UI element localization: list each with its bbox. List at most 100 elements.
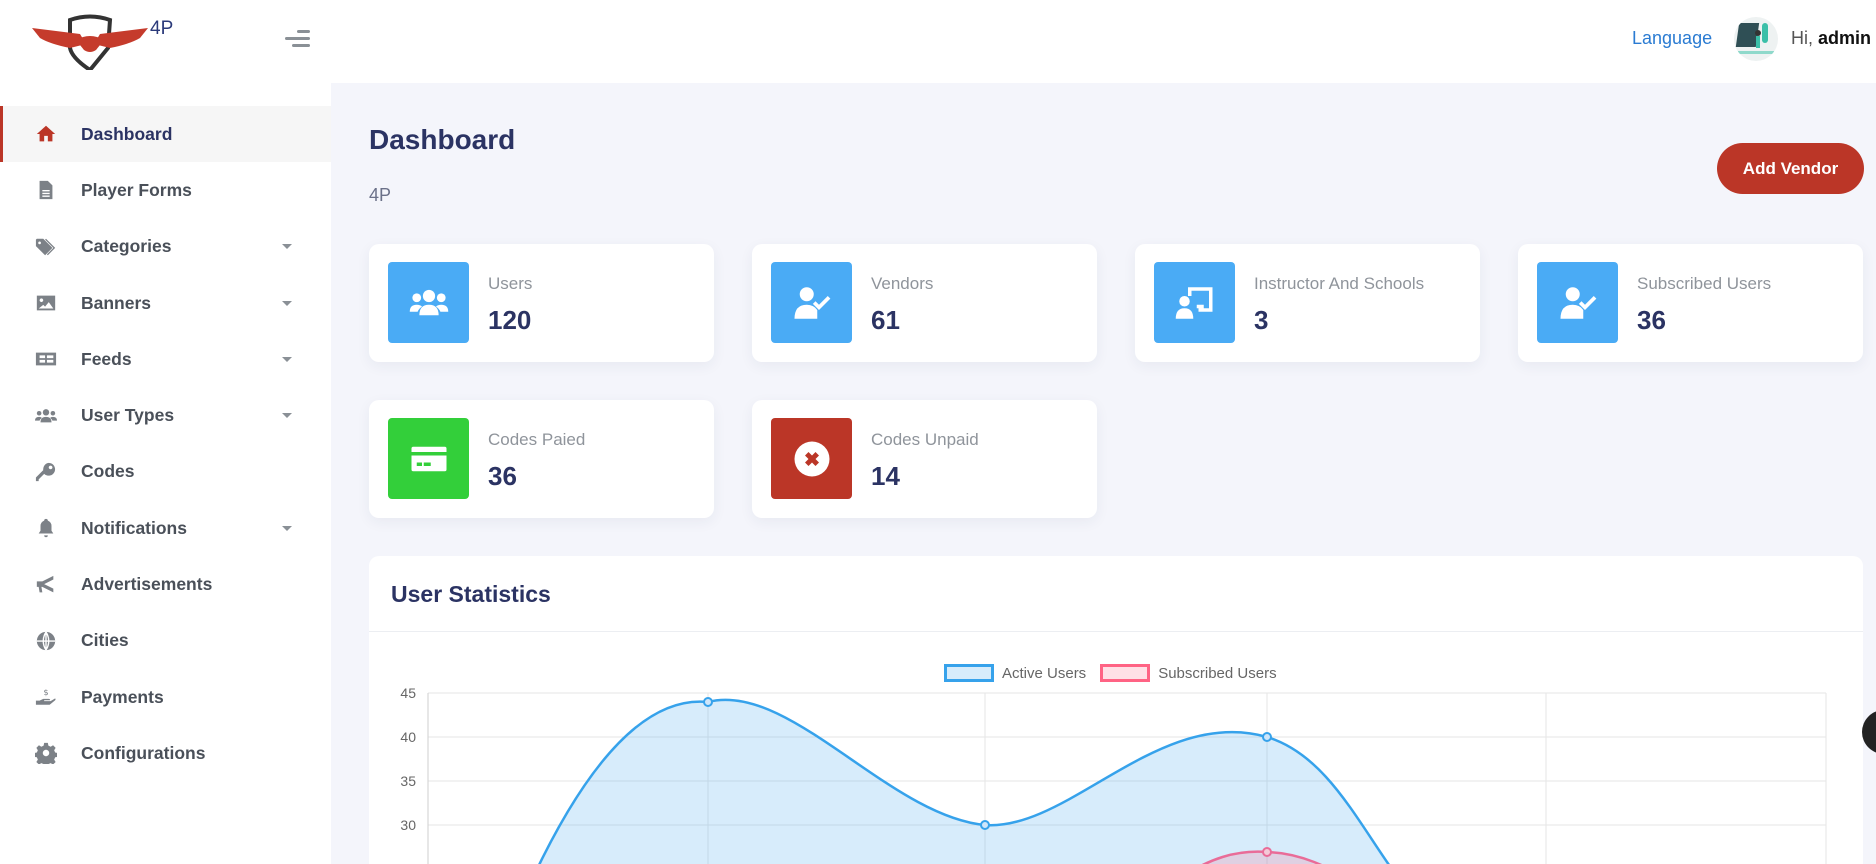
sidebar-item-payments[interactable]: $ Payments xyxy=(0,669,331,725)
sidebar-item-label: Player Forms xyxy=(81,179,192,200)
sidebar-item-label: User Types xyxy=(81,405,175,426)
stat-card-codes-unpaid[interactable]: Codes Unpaid 14 xyxy=(752,400,1097,518)
svg-text:45: 45 xyxy=(400,685,416,701)
users-icon xyxy=(388,262,469,343)
page-subtitle: 4P xyxy=(369,185,392,205)
sidebar-item-label: Notifications xyxy=(81,517,187,538)
chevron-down-icon xyxy=(282,244,292,250)
chevron-down-icon xyxy=(282,356,292,362)
stat-card-users[interactable]: Users 120 xyxy=(369,244,714,362)
chalkboard-teacher-icon xyxy=(1154,262,1235,343)
stat-value: 61 xyxy=(871,305,900,335)
svg-text:40: 40 xyxy=(400,729,416,745)
sidebar-item-feeds[interactable]: Feeds xyxy=(0,331,331,387)
megaphone-icon xyxy=(34,573,58,597)
data-points xyxy=(703,697,1272,857)
user-check-icon xyxy=(1537,262,1618,343)
floating-action-button[interactable] xyxy=(1862,710,1876,754)
stat-card-vendors[interactable]: Vendors 61 xyxy=(752,244,1097,362)
sidebar-item-label: Feeds xyxy=(81,348,132,369)
user-statistics-chart[interactable]: 45 40 35 30 25 xyxy=(369,556,1863,864)
stat-value: 3 xyxy=(1254,305,1269,335)
chevron-down-icon xyxy=(282,525,292,531)
svg-text:30: 30 xyxy=(400,817,416,833)
sidebar-item-label: Categories xyxy=(81,236,172,257)
users-icon xyxy=(34,404,58,428)
legend-label: Subscribed Users xyxy=(1158,664,1277,682)
stat-value: 36 xyxy=(1637,305,1666,335)
stat-card-instructor-and-schools[interactable]: Instructor And Schools 3 xyxy=(1135,244,1480,362)
legend-swatch xyxy=(1100,664,1151,682)
sidebar-item-label: Banners xyxy=(81,292,152,313)
stat-value: 120 xyxy=(488,305,532,335)
stat-value: 36 xyxy=(488,461,517,491)
menu-toggle-button[interactable] xyxy=(282,28,310,50)
user-check-icon xyxy=(771,262,852,343)
username: admin xyxy=(1818,28,1872,48)
svg-text:$: $ xyxy=(43,687,48,697)
sidebar-item-notifications[interactable]: Notifications xyxy=(0,500,331,556)
chevron-down-icon xyxy=(282,300,292,306)
times-circle-icon xyxy=(771,418,852,499)
stat-card-codes-paid[interactable]: Codes Paied 36 xyxy=(369,400,714,518)
hand-dollar-icon: $ xyxy=(34,685,58,709)
user-avatar-illustration-icon xyxy=(1735,23,1774,54)
sidebar-item-label: Configurations xyxy=(81,742,206,763)
stat-label: Codes Paied xyxy=(488,430,586,449)
logo[interactable] xyxy=(30,10,160,73)
stat-card-subscribed-users[interactable]: Subscribed Users 36 xyxy=(1518,244,1863,362)
language-link[interactable]: Language xyxy=(1632,28,1713,48)
stat-label: Users xyxy=(488,274,533,293)
legend-swatch xyxy=(944,664,994,682)
home-icon xyxy=(34,122,58,146)
sidebar-item-banners[interactable]: Banners xyxy=(0,275,331,331)
bell-icon xyxy=(34,516,58,540)
sidebar-item-categories[interactable]: Categories xyxy=(0,219,331,275)
sidebar-item-label: Cities xyxy=(81,630,129,651)
shield-wings-logo-icon xyxy=(32,14,148,73)
stat-label: Vendors xyxy=(871,274,934,293)
key-icon xyxy=(34,460,58,484)
stat-label: Codes Unpaid xyxy=(871,430,979,449)
stat-label: Instructor And Schools xyxy=(1254,274,1425,293)
y-axis-ticks: 45 40 35 30 25 xyxy=(400,685,416,864)
svg-text:25: 25 xyxy=(400,861,416,864)
avatar[interactable] xyxy=(1734,17,1778,61)
legend-label: Active Users xyxy=(1002,664,1087,682)
credit-card-icon xyxy=(388,418,469,499)
legend-item-subscribed-users[interactable]: Subscribed Users xyxy=(1100,664,1277,682)
add-vendor-button[interactable]: Add Vendor xyxy=(1717,143,1864,194)
sidebar-item-codes[interactable]: Codes xyxy=(0,444,331,500)
chevron-down-icon xyxy=(282,413,292,419)
page-title: Dashboard xyxy=(369,124,516,155)
file-icon xyxy=(34,178,58,202)
sidebar-item-cities[interactable]: Cities xyxy=(0,613,331,669)
logo-text: 4P xyxy=(150,18,174,39)
stat-label: Subscribed Users xyxy=(1637,274,1772,293)
divider xyxy=(369,631,1863,632)
user-statistics-card: User Statistics 45 40 35 30 25 xyxy=(369,556,1863,864)
chart-title: User Statistics xyxy=(391,581,551,607)
sidebar-item-dashboard[interactable]: Dashboard xyxy=(0,106,331,163)
newspaper-icon xyxy=(34,347,58,371)
stat-value: 14 xyxy=(871,461,900,491)
chart-legend: Active Users Subscribed Users xyxy=(944,664,1291,682)
tags-icon xyxy=(34,235,58,259)
svg-text:35: 35 xyxy=(400,773,416,789)
top-bar xyxy=(331,0,1876,83)
sidebar-item-label: Advertisements xyxy=(81,574,213,595)
sidebar-item-label: Codes xyxy=(81,461,135,482)
image-icon xyxy=(34,291,58,315)
sidebar-item-label: Dashboard xyxy=(81,123,173,144)
sidebar-item-player-forms[interactable]: Player Forms xyxy=(0,162,331,218)
active-users-series xyxy=(538,698,1390,864)
globe-icon xyxy=(34,629,58,653)
legend-item-active-users[interactable]: Active Users xyxy=(944,664,1086,682)
sidebar-item-label: Payments xyxy=(81,686,164,707)
sidebar-item-user-types[interactable]: User Types xyxy=(0,387,331,443)
sidebar-nav: Dashboard Player Forms Categories Banner… xyxy=(0,106,331,782)
sidebar-item-advertisements[interactable]: Advertisements xyxy=(0,556,331,612)
sidebar-item-configurations[interactable]: Configurations xyxy=(0,725,331,781)
grid xyxy=(427,692,1827,864)
user-greeting[interactable]: Hi, admin xyxy=(1791,28,1872,48)
